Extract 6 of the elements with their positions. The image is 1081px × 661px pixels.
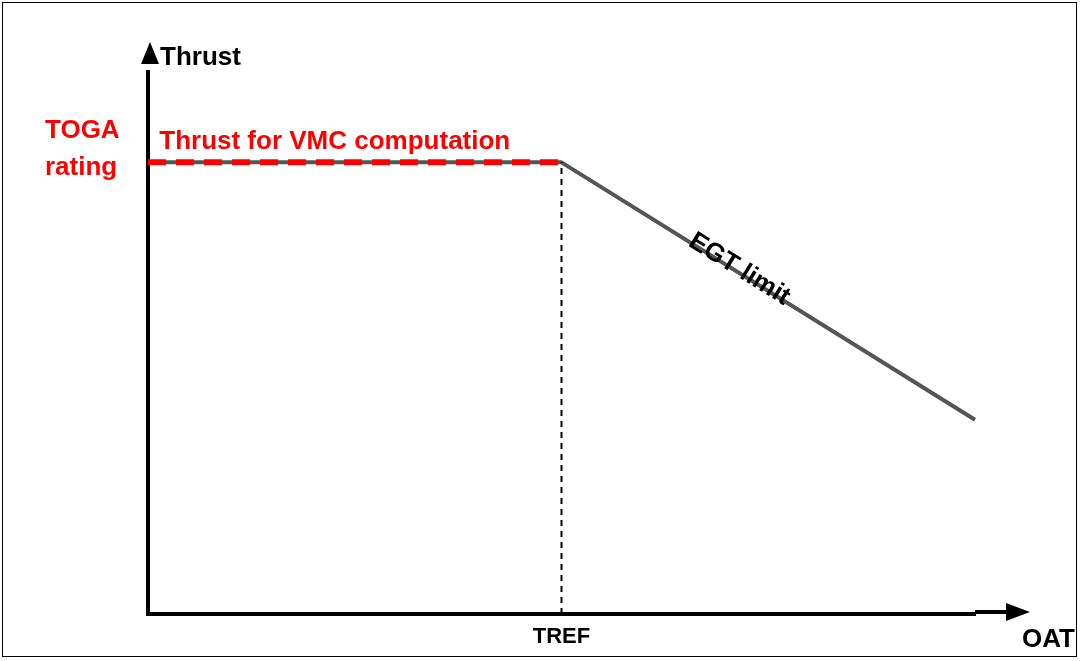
series-label: Thrust for VMC computation	[159, 124, 511, 155]
x-axis-title: OAT	[1022, 623, 1076, 654]
y-axis-title: Thrust	[160, 41, 242, 72]
text: TREF	[532, 623, 591, 649]
text: TOGA rating	[45, 114, 120, 182]
text: EGT limit	[683, 224, 797, 311]
